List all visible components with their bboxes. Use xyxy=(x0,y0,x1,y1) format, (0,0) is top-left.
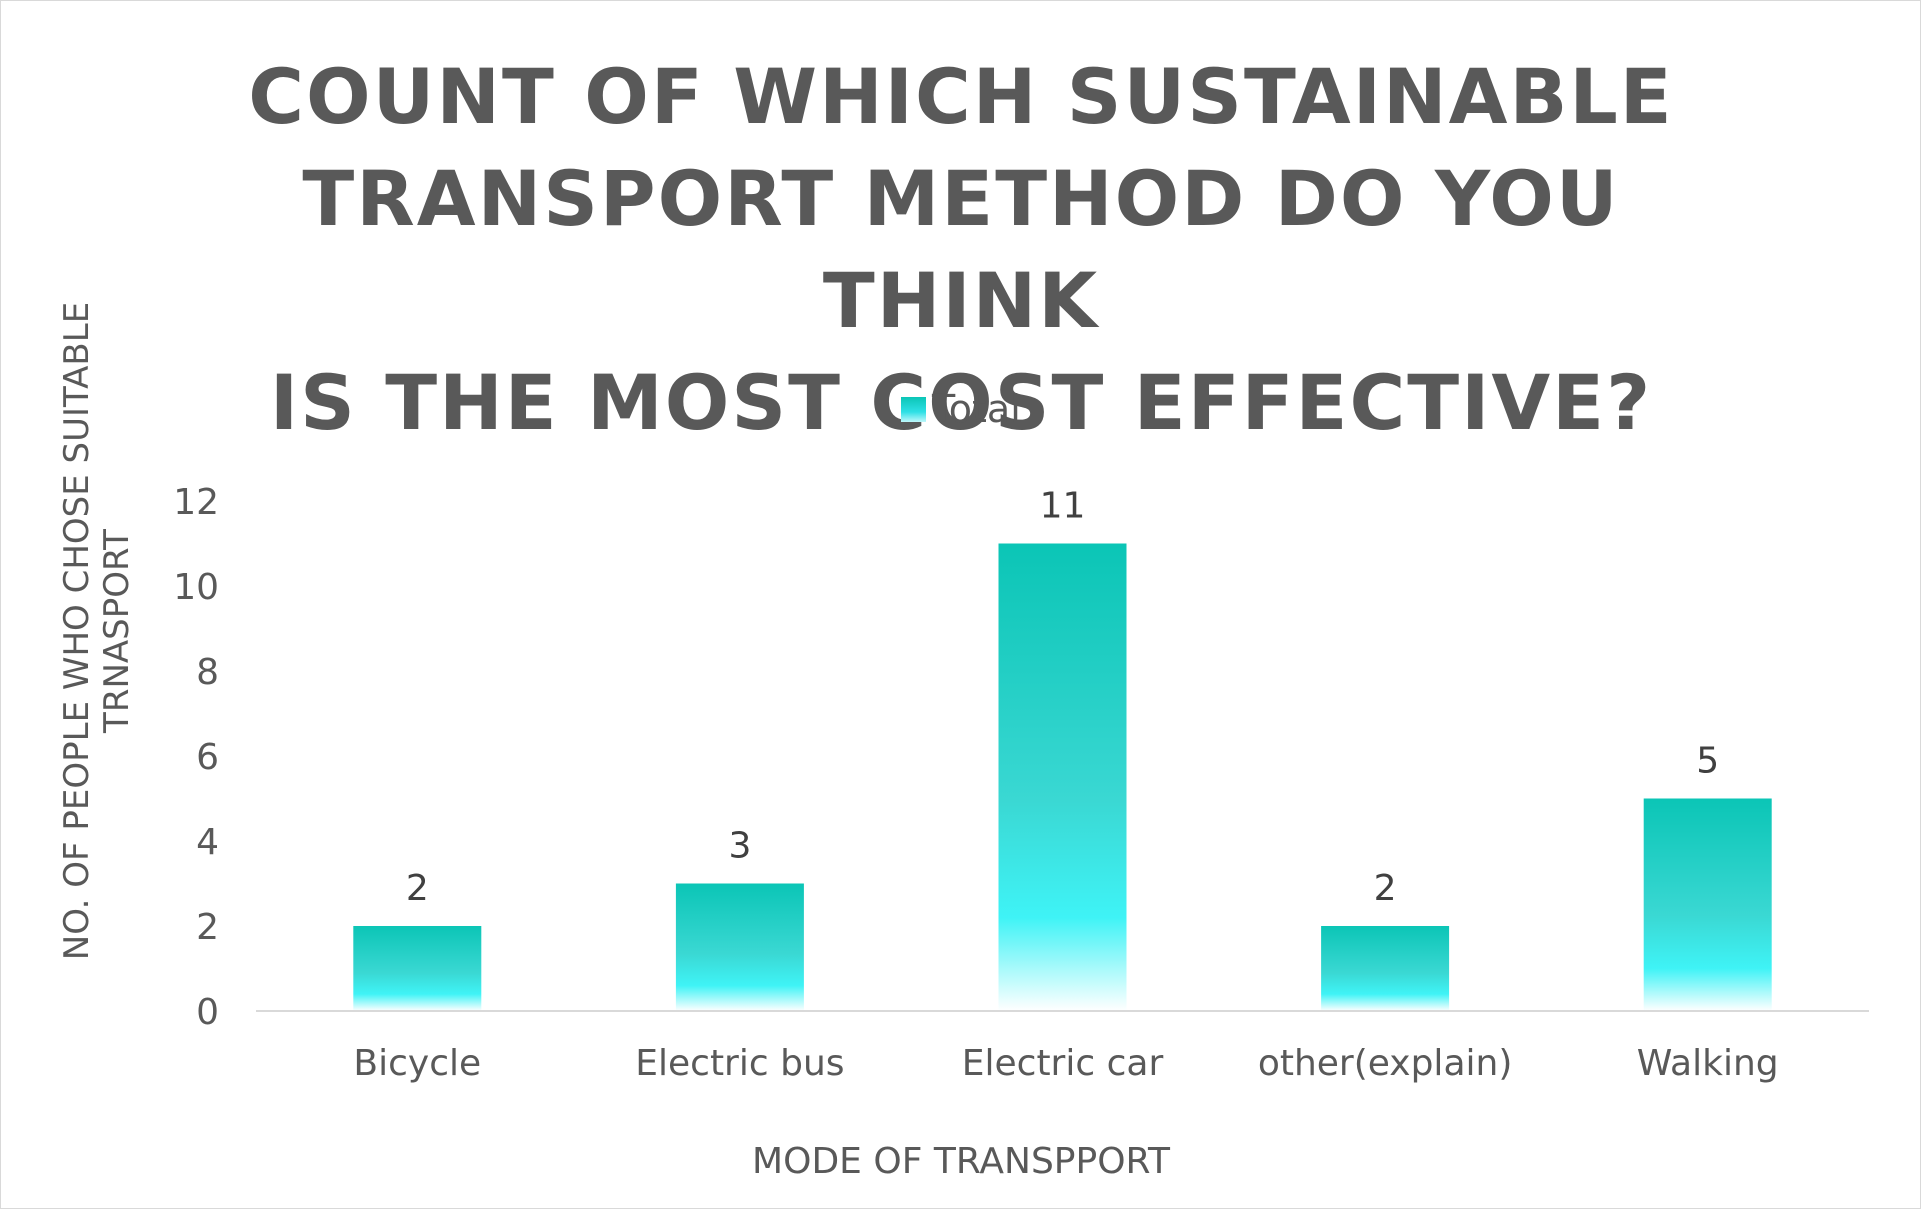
x-tick-label: Bicycle xyxy=(353,1043,481,1084)
chart-title-line: IS THE MOST COST EFFECTIVE? xyxy=(269,358,1653,447)
data-label: 2 xyxy=(406,868,429,909)
y-tick-label: 2 xyxy=(196,907,219,948)
x-axis-title: MODE OF TRANSPPORT xyxy=(752,1141,1170,1182)
bar xyxy=(353,926,482,1011)
chart-title-line: COUNT OF WHICH SUSTAINABLE xyxy=(248,52,1674,141)
y-tick-label: 4 xyxy=(196,822,219,863)
y-tick-label: 12 xyxy=(173,482,219,523)
y-tick-label: 8 xyxy=(196,652,219,693)
legend-label: Total xyxy=(932,387,1021,431)
x-tick-label: Electric car xyxy=(962,1043,1164,1084)
y-tick-label: 10 xyxy=(173,567,219,608)
legend-swatch xyxy=(901,396,926,422)
data-label: 3 xyxy=(728,826,751,867)
data-label: 5 xyxy=(1696,741,1719,782)
chart-title: COUNT OF WHICH SUSTAINABLE TRANSPORT MET… xyxy=(161,46,1761,454)
y-tick-label: 0 xyxy=(196,992,219,1033)
bar xyxy=(1643,798,1772,1011)
chart-title-line: TRANSPORT METHOD DO YOU THINK xyxy=(302,154,1620,345)
legend: Total xyxy=(901,387,1021,431)
x-tick-label: Walking xyxy=(1637,1043,1779,1084)
bar xyxy=(1321,926,1450,1011)
data-label: 11 xyxy=(1040,486,1086,527)
data-label: 2 xyxy=(1374,868,1397,909)
y-tick-label: 6 xyxy=(196,737,219,778)
x-tick-label: Electric bus xyxy=(635,1043,844,1084)
bar xyxy=(675,883,804,1011)
x-tick-label: other(explain) xyxy=(1258,1043,1513,1084)
bar xyxy=(998,543,1127,1011)
